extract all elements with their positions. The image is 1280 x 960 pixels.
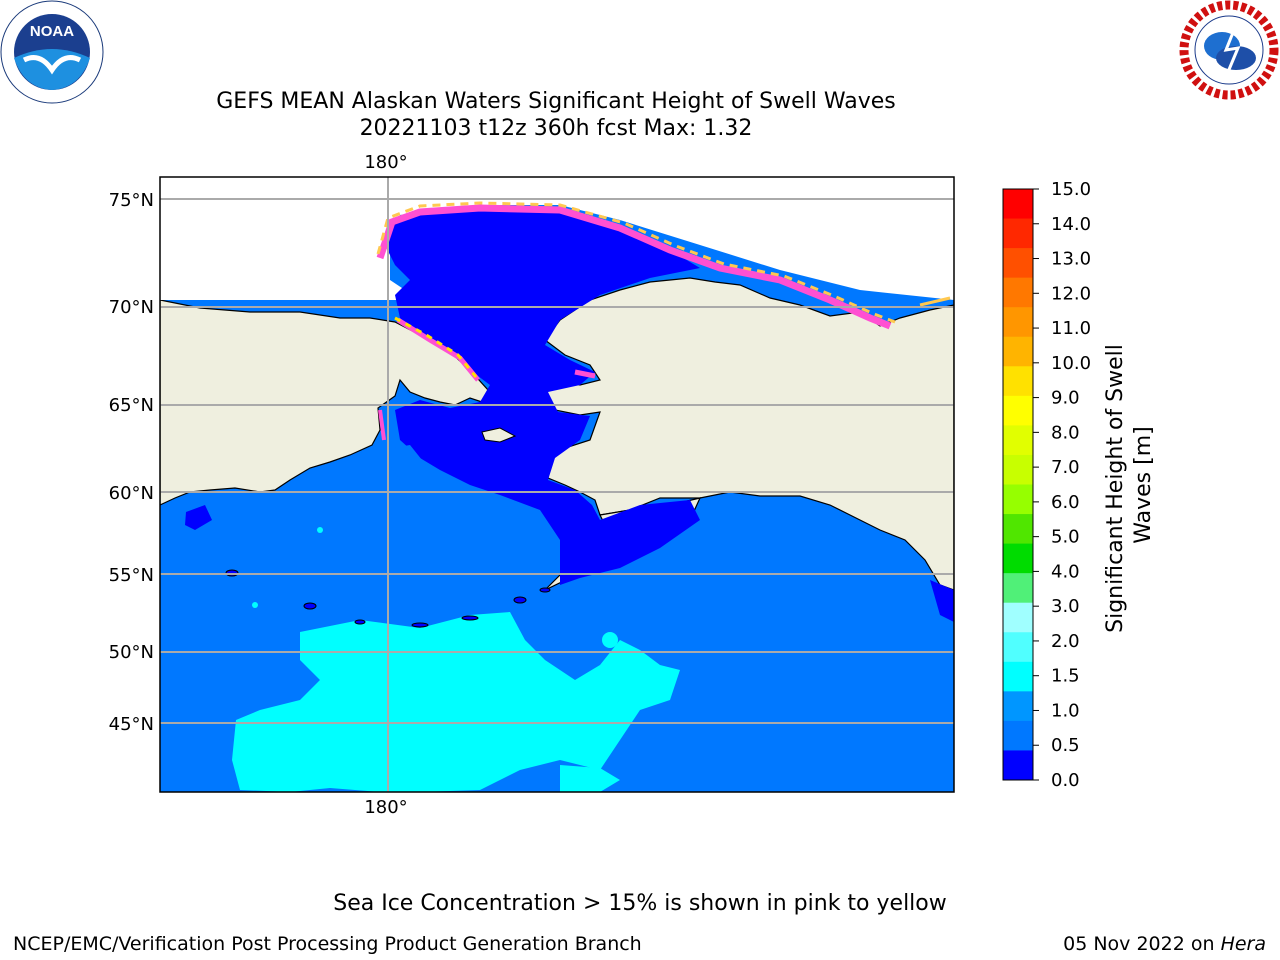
colorbar-segment (1003, 218, 1033, 249)
nws-logo (1179, 0, 1279, 100)
colorbar-segment (1003, 573, 1033, 604)
lat-label: 60°N (109, 483, 154, 504)
colorbar-segment (1003, 602, 1033, 633)
land-siberia (160, 177, 489, 506)
footer-machine: Hera (1220, 933, 1266, 955)
colorbar-segment (1003, 336, 1033, 367)
colorbar-tick-label: 7.0 (1051, 457, 1080, 478)
colorbar-segment (1003, 750, 1033, 781)
colorbar-ticks: 15.0 14.0 13.0 12.0 11.0 10.0 9.0 8.0 7.0 6.0 5.0 4… (1033, 179, 1091, 791)
colorbar-tick-label: 0.0 (1051, 770, 1080, 791)
map-plot-area (160, 177, 954, 792)
colorbar-tick-label: 14.0 (1051, 214, 1091, 235)
lat-label: 50°N (109, 642, 154, 663)
colorbar-segment (1003, 425, 1033, 456)
colorbar-segment (1003, 514, 1033, 545)
colorbar-tick-label: 0.5 (1051, 735, 1080, 756)
st-lawrence-island (481, 427, 517, 443)
colorbar-segment (1003, 307, 1033, 338)
colorbar-segment (1003, 277, 1033, 308)
colorbar-segment (1003, 632, 1033, 663)
colorbar-tick-label: 8.0 (1051, 422, 1080, 443)
footer-date: 05 Nov 2022 on Hera (1063, 933, 1266, 955)
sea-ice-caption: Sea Ice Concentration > 15% is shown in … (333, 891, 947, 916)
cyan-swell-patches (232, 527, 680, 792)
lat-label: 75°N (109, 190, 154, 211)
noaa-logo: NOAA (0, 0, 104, 104)
noaa-logo-text: NOAA (30, 23, 74, 40)
colorbar-frame (1002, 188, 1034, 781)
colorbar-segment (1003, 454, 1033, 485)
colorbar (1002, 188, 1034, 781)
chart-subtitle: 20221103 t12z 360h fcst Max: 1.32 (359, 116, 753, 141)
colorbar-segment (1003, 543, 1033, 574)
land-alaska (544, 177, 954, 591)
colorbar-segment (1003, 720, 1033, 751)
lon-label-bottom: 180° (364, 797, 407, 818)
colorbar-tick-label: 10.0 (1051, 353, 1091, 374)
colorbar-tick-label: 12.0 (1051, 283, 1091, 304)
colorbar-label-line1: Significant Height of Swell (1103, 344, 1128, 633)
colorbar-tick-label: 6.0 (1051, 492, 1080, 513)
lat-label: 55°N (109, 565, 154, 586)
colorbar-segment (1003, 189, 1033, 220)
footer-credit: NCEP/EMC/Verification Post Processing Pr… (13, 933, 642, 955)
colorbar-tick-label: 1.0 (1051, 700, 1080, 721)
map-frame (159, 176, 955, 793)
colorbar-segment (1003, 661, 1033, 692)
colorbar-label: Significant Height of Swell Waves [m] (1103, 337, 1156, 633)
lat-label: 70°N (109, 297, 154, 318)
chart-title: GEFS MEAN Alaskan Waters Significant Hei… (216, 89, 896, 114)
aleutian-islands (225, 569, 551, 628)
colorbar-tick-label: 3.0 (1051, 596, 1080, 617)
colorbar-segment (1003, 366, 1033, 397)
colorbar-tick-label: 4.0 (1051, 561, 1080, 582)
colorbar-tick-label: 13.0 (1051, 249, 1091, 270)
footer-date-text: 05 Nov 2022 on (1063, 933, 1221, 955)
colorbar-tick-label: 1.5 (1051, 666, 1080, 687)
colorbar-segment (1003, 484, 1033, 515)
colorbar-segment (1003, 395, 1033, 426)
lat-label: 45°N (109, 714, 154, 735)
colorbar-tick-label: 11.0 (1051, 318, 1091, 339)
arctic-low-swell (385, 208, 700, 585)
lat-labels: 75°N 70°N 65°N 60°N 55°N 50°N 45°N (109, 190, 154, 735)
colorbar-segment (1003, 248, 1033, 279)
colorbar-tick-label: 15.0 (1051, 179, 1091, 200)
colorbar-label-line2: Waves [m] (1131, 426, 1156, 543)
colorbar-tick-label: 9.0 (1051, 388, 1080, 409)
colorbar-tick-label: 5.0 (1051, 527, 1080, 548)
lon-label-top: 180° (364, 152, 407, 173)
sea-ice-edge (376, 204, 892, 330)
colorbar-tick-label: 2.0 (1051, 631, 1080, 652)
graticule (160, 177, 954, 792)
colorbar-segment (1003, 691, 1033, 722)
lat-label: 65°N (109, 395, 154, 416)
